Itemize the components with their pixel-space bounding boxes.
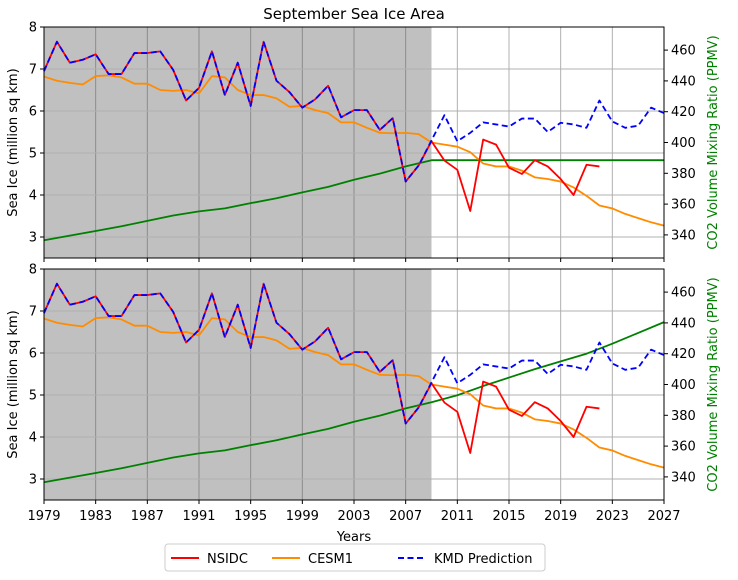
y-tick-label-right: 380	[671, 409, 696, 424]
x-tick-label: 1983	[79, 509, 112, 524]
training-period-shading	[44, 269, 432, 500]
x-tick-label: 1991	[182, 509, 215, 524]
y-axis-label-right: CO2 Volume Mixing Ratio (PPMV)	[706, 35, 721, 249]
y-tick-label-right: 440	[671, 74, 696, 89]
y-tick-label-left: 4	[29, 431, 37, 446]
y-tick-label-left: 5	[29, 147, 37, 162]
y-tick-label-right: 460	[671, 44, 696, 59]
legend-label: KMD Prediction	[434, 552, 532, 567]
x-tick-label: 1999	[286, 509, 319, 524]
y-tick-label-right: 340	[671, 228, 696, 243]
x-tick-label: 2003	[337, 509, 370, 524]
y-tick-label-right: 360	[671, 440, 696, 455]
y-tick-label-left: 7	[29, 63, 37, 78]
series-line-kmd-prediction	[43, 40, 665, 183]
training-period-shading	[44, 27, 432, 258]
x-tick-label: 2023	[596, 509, 629, 524]
y-axis-label-left: Sea Ice (million sq km)	[6, 68, 21, 216]
legend-label: CESM1	[308, 552, 353, 567]
x-tick-label: 1995	[234, 509, 267, 524]
panel-top: 3 4 5 6 7 8 340 360 380 400 420 440 460 Sea Ice (mill…	[6, 21, 721, 262]
y-tick-label-right: 400	[671, 378, 696, 393]
y-tick-label-right: 380	[671, 167, 696, 182]
x-tick-label: 2019	[544, 509, 577, 524]
series-line-co2	[43, 159, 664, 242]
x-tick-label: 2027	[647, 509, 680, 524]
y-tick-label-left: 6	[29, 105, 37, 120]
x-tick-label: 2011	[441, 509, 474, 524]
series-line-cesm1	[43, 74, 665, 227]
panel-bottom: 3 4 5 6 7 8 340 360 380 400 420 440 460 1979 1983 1987 1…	[6, 263, 721, 525]
y-tick-label-right: 340	[671, 470, 696, 485]
y-tick-label-left: 3	[29, 231, 37, 246]
legend-label: NSIDC	[207, 552, 248, 567]
series-line-cesm1	[43, 316, 665, 469]
x-tick-label: 1987	[131, 509, 164, 524]
x-axis-label: Years	[336, 530, 372, 545]
y-tick-label-right: 440	[671, 316, 696, 331]
y-tick-label-right: 400	[671, 136, 696, 151]
x-tick-label: 2015	[492, 509, 525, 524]
y-axis-label-left: Sea Ice (million sq km)	[6, 310, 21, 458]
legend-box	[164, 543, 546, 572]
legend: NSIDC CESM1 KMD Prediction	[164, 543, 546, 572]
y-tick-label-right: 460	[671, 286, 696, 301]
chart-panels: 3 4 5 6 7 8 340 360 380 400 420 440 460 Sea Ice (mill…	[6, 21, 721, 525]
y-tick-label-right: 420	[671, 347, 696, 362]
series-line-kmd-prediction	[43, 282, 665, 425]
y-tick-label-right: 360	[671, 198, 696, 213]
y-tick-label-left: 3	[29, 473, 37, 488]
y-axis-label-right: CO2 Volume Mixing Ratio (PPMV)	[706, 277, 721, 491]
y-tick-label-right: 420	[671, 105, 696, 120]
y-tick-label-left: 8	[29, 21, 37, 36]
y-tick-label-left: 6	[29, 347, 37, 362]
x-tick-label: 2007	[389, 509, 422, 524]
y-tick-label-left: 4	[29, 189, 37, 204]
y-tick-label-left: 7	[29, 305, 37, 320]
y-tick-label-left: 5	[29, 389, 37, 404]
y-tick-label-left: 8	[29, 263, 37, 278]
series-line-co2	[43, 321, 665, 484]
chart-title: September Sea Ice Area	[263, 5, 445, 23]
x-tick-label: 1979	[27, 509, 60, 524]
